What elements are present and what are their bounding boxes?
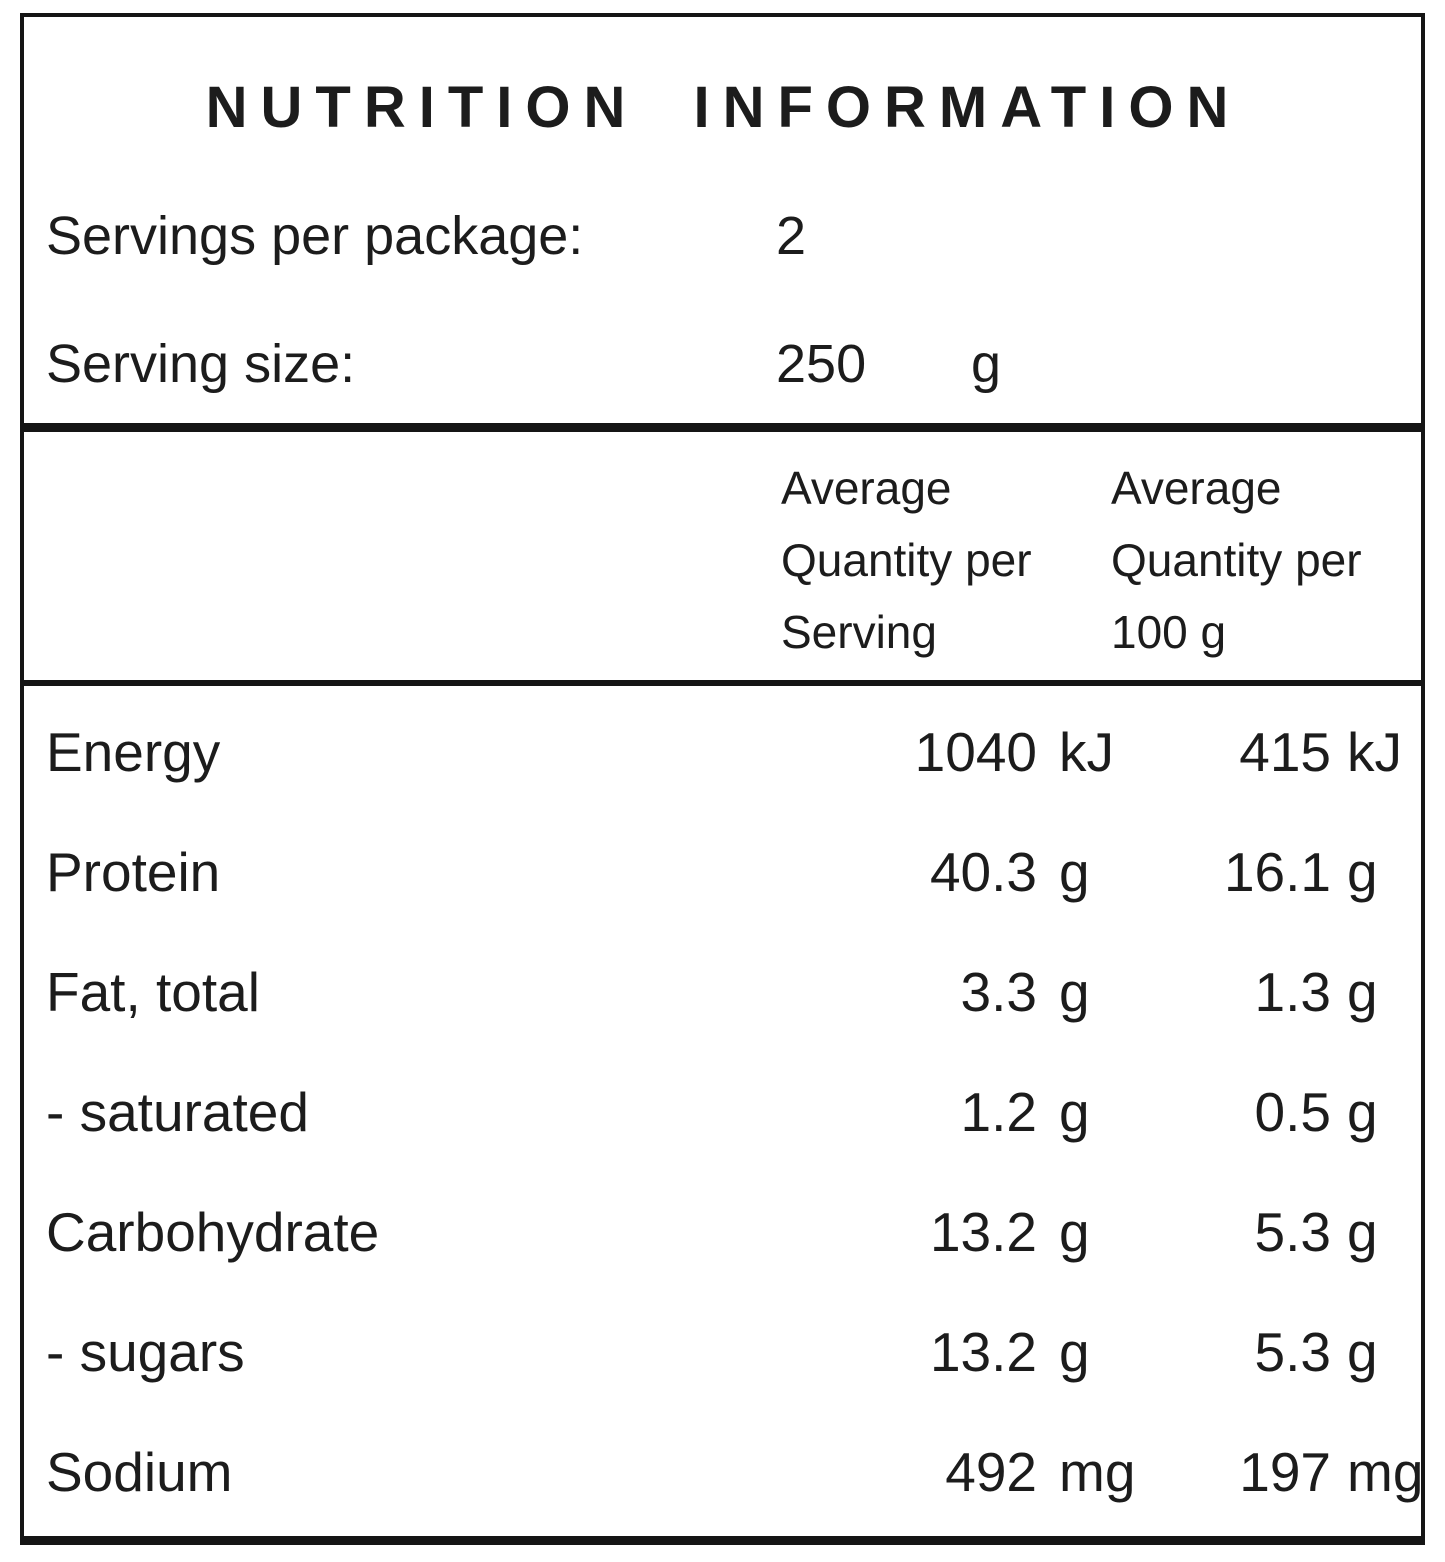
nutrition-information-panel: NUTRITION INFORMATION Servings per packa… <box>20 13 1425 1545</box>
per-serving-unit: mg <box>1059 1441 1136 1503</box>
per-serving-unit: g <box>1059 841 1090 903</box>
serving-size-unit: g <box>971 334 1002 394</box>
servings-per-package-label: Servings per package: <box>46 206 584 266</box>
per-100g-value: 16.1 <box>1223 841 1331 903</box>
per-serving-value: 40.3 <box>929 841 1037 903</box>
per-serving-value: 3.3 <box>960 961 1037 1023</box>
per-100g-value: 0.5 <box>1254 1081 1331 1143</box>
per-100g-unit: g <box>1347 961 1378 1023</box>
per-serving-unit: g <box>1059 961 1090 1023</box>
per-serving-unit: g <box>1059 1081 1090 1143</box>
per-serving-unit: kJ <box>1059 721 1114 783</box>
table-column-headers: Average Quantity per Serving Average Qua… <box>24 432 1421 686</box>
per-serving-unit: g <box>1059 1201 1090 1263</box>
nutrient-row-saturated-fat: - saturated 1.2 g 0.5 g <box>24 1052 1421 1172</box>
nutrient-table-body: Energy 1040 kJ 415 kJ Protein 40.3 g 16.… <box>24 686 1421 1532</box>
nutrient-name: - saturated <box>46 1081 309 1143</box>
serving-size-value: 250 <box>776 334 867 394</box>
servings-per-package-value: 2 <box>776 206 807 266</box>
nutrient-name: Sodium <box>46 1441 233 1503</box>
per-100g-unit: g <box>1347 841 1378 903</box>
serving-size-row: Serving size: 250 g <box>46 331 1401 397</box>
per-serving-value: 1040 <box>914 721 1037 783</box>
per-100g-unit: g <box>1347 1081 1378 1143</box>
nutrient-name: Protein <box>46 841 221 903</box>
servings-per-package-row: Servings per package: 2 <box>46 203 1401 269</box>
per-100g-unit: kJ <box>1347 721 1402 783</box>
panel-title: NUTRITION INFORMATION <box>205 75 1242 140</box>
per-100g-value: 415 <box>1239 721 1331 783</box>
nutrient-row-carbohydrate: Carbohydrate 13.2 g 5.3 g <box>24 1172 1421 1292</box>
per-100g-value: 5.3 <box>1254 1201 1331 1263</box>
column-header-spacer <box>46 452 781 668</box>
nutrient-name: - sugars <box>46 1321 245 1383</box>
serving-size-label: Serving size: <box>46 334 356 394</box>
per-100g-unit: mg <box>1347 1441 1424 1503</box>
nutrient-name: Carbohydrate <box>46 1201 380 1263</box>
panel-header-section: NUTRITION INFORMATION Servings per packa… <box>24 17 1421 432</box>
nutrient-name: Energy <box>46 721 221 783</box>
per-100g-value: 1.3 <box>1254 961 1331 1023</box>
nutrient-row-energy: Energy 1040 kJ 415 kJ <box>24 692 1421 812</box>
per-serving-unit: g <box>1059 1321 1090 1383</box>
nutrient-row-protein: Protein 40.3 g 16.1 g <box>24 812 1421 932</box>
per-100g-value: 197 <box>1239 1441 1331 1503</box>
per-100g-unit: g <box>1347 1201 1378 1263</box>
column-header-per-serving: Average Quantity per Serving <box>781 462 1032 658</box>
per-100g-unit: g <box>1347 1321 1378 1383</box>
nutrient-row-sodium: Sodium 492 mg 197 mg <box>24 1412 1421 1532</box>
per-serving-value: 492 <box>945 1441 1037 1503</box>
nutrient-row-fat-total: Fat, total 3.3 g 1.3 g <box>24 932 1421 1052</box>
nutrient-name: Fat, total <box>46 961 260 1023</box>
per-serving-value: 1.2 <box>960 1081 1037 1143</box>
column-header-per-100g: Average Quantity per 100 g <box>1111 462 1362 658</box>
per-100g-value: 5.3 <box>1254 1321 1331 1383</box>
per-serving-value: 13.2 <box>929 1201 1037 1263</box>
nutrient-row-sugars: - sugars 13.2 g 5.3 g <box>24 1292 1421 1412</box>
per-serving-value: 13.2 <box>929 1321 1037 1383</box>
